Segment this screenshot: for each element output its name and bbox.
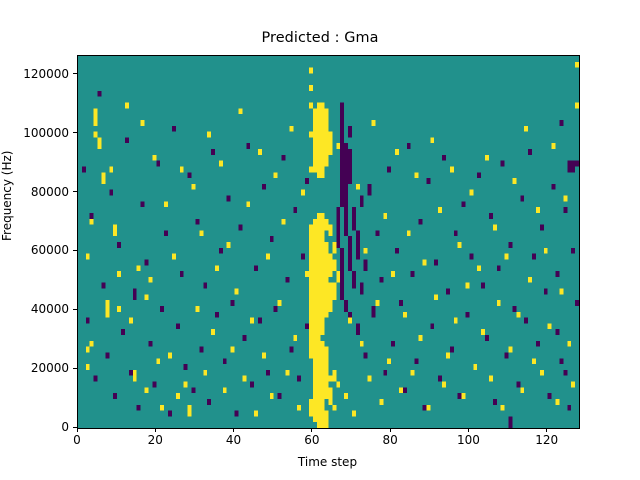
y-tick-mark bbox=[73, 132, 77, 134]
y-axis-label: Frequency (Hz) bbox=[0, 150, 14, 242]
x-tick-label: 40 bbox=[225, 433, 242, 447]
x-tick-mark bbox=[546, 428, 548, 432]
y-tick-mark bbox=[73, 308, 77, 310]
x-tick-label: 60 bbox=[304, 433, 320, 447]
x-tick-label: 100 bbox=[456, 433, 480, 447]
y-tick-label: 60000 bbox=[30, 243, 69, 258]
x-tick-mark bbox=[154, 428, 156, 432]
x-tick-mark bbox=[76, 428, 78, 432]
y-tick-label: 0 bbox=[61, 420, 69, 434]
y-tick-label: 120000 bbox=[23, 66, 69, 81]
y-tick-label: 40000 bbox=[30, 302, 69, 317]
x-tick-mark bbox=[467, 428, 469, 432]
y-tick-label: 100000 bbox=[23, 125, 69, 140]
x-tick-mark bbox=[389, 428, 391, 432]
x-tick-label: 120 bbox=[535, 433, 559, 447]
x-axis-label: Time step bbox=[297, 455, 358, 469]
y-tick-mark bbox=[73, 249, 77, 251]
y-tick-mark bbox=[73, 191, 77, 193]
y-tick-mark bbox=[73, 73, 77, 75]
y-tick-label: 20000 bbox=[30, 361, 69, 376]
page-title: Predicted : Gma bbox=[261, 30, 379, 46]
y-tick-label: 80000 bbox=[30, 184, 69, 199]
x-tick-label: 0 bbox=[73, 433, 81, 447]
x-tick-label: 20 bbox=[147, 433, 163, 447]
x-tick-mark bbox=[233, 428, 235, 432]
y-tick-mark bbox=[73, 426, 77, 428]
y-tick-mark bbox=[73, 367, 77, 369]
heatmap-axes[interactable] bbox=[77, 55, 580, 429]
x-tick-mark bbox=[311, 428, 313, 432]
heatmap-image bbox=[78, 56, 579, 428]
x-tick-label: 80 bbox=[382, 433, 398, 447]
